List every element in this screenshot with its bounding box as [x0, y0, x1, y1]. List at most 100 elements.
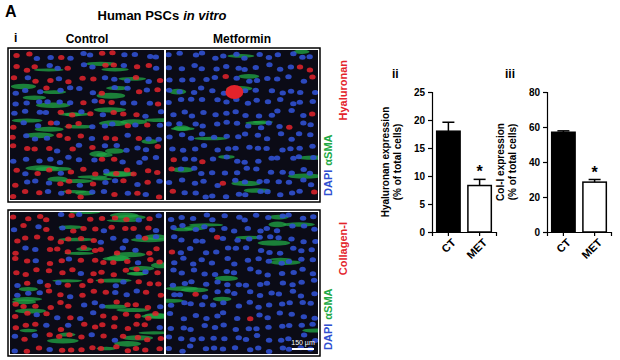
y-tick-label: 15	[414, 143, 426, 154]
nucleus	[47, 247, 53, 252]
nucleus	[133, 75, 139, 80]
nucleus	[181, 300, 187, 305]
nucleus	[180, 148, 186, 153]
nucleus	[233, 327, 239, 332]
nucleus	[87, 111, 93, 116]
nucleus	[266, 62, 272, 67]
nucleus	[23, 323, 29, 328]
nucleus	[67, 100, 73, 105]
nucleus	[48, 305, 54, 310]
nucleus	[166, 77, 172, 82]
nucleus	[306, 54, 312, 59]
nucleus	[245, 101, 251, 106]
nucleus	[255, 146, 261, 151]
nucleus	[48, 236, 54, 241]
nucleus	[154, 170, 160, 175]
nucleus	[133, 322, 139, 327]
nucleus	[54, 66, 60, 71]
nucleus	[232, 146, 238, 151]
nucleus	[201, 143, 207, 148]
nucleus	[211, 346, 217, 351]
nucleus	[191, 63, 197, 68]
nucleus	[213, 67, 219, 72]
nucleus	[59, 258, 65, 263]
y-axis-title: Col-I expression	[495, 123, 506, 201]
nucleus	[247, 267, 253, 272]
nucleus	[92, 227, 98, 232]
nucleus	[274, 156, 280, 161]
fiber	[94, 107, 126, 112]
nucleus	[12, 334, 18, 339]
nucleus	[43, 311, 49, 316]
nucleus	[277, 67, 283, 72]
y-axis: 020406080	[529, 87, 548, 238]
nucleus	[209, 88, 215, 93]
nucleus	[124, 167, 130, 172]
counterstain: αSMA	[322, 288, 334, 319]
nucleus	[182, 110, 188, 115]
nucleus	[257, 189, 263, 194]
fiber	[283, 222, 315, 226]
nucleus	[146, 63, 152, 68]
nucleus	[257, 282, 263, 287]
nucleus	[142, 269, 148, 274]
nucleus	[90, 181, 96, 186]
stain-label: Hyaluronan	[337, 60, 349, 121]
nucleus	[134, 191, 140, 196]
nucleus	[68, 347, 74, 352]
nucleus	[286, 180, 292, 185]
nucleus	[245, 226, 251, 231]
nucleus	[98, 278, 104, 283]
fiber	[238, 74, 259, 79]
nucleus	[55, 280, 61, 285]
nucleus	[147, 101, 153, 106]
nucleus	[120, 279, 126, 284]
nucleus	[57, 181, 63, 186]
nucleus	[108, 225, 114, 230]
nucleus	[246, 236, 252, 241]
nucleus	[269, 113, 275, 118]
nucleus	[67, 56, 73, 61]
nucleus	[187, 343, 193, 348]
nucleus	[144, 122, 150, 127]
nucleus	[34, 56, 40, 61]
nucleus	[169, 250, 175, 255]
nucleus	[246, 145, 252, 150]
nucleus	[266, 302, 272, 307]
nucleus	[300, 216, 306, 221]
nucleus	[80, 100, 86, 105]
nucleus	[171, 292, 177, 297]
nucleus	[300, 239, 306, 244]
nucleus	[87, 52, 93, 57]
nucleus	[26, 52, 32, 57]
nucleus	[199, 123, 205, 128]
nucleus	[190, 262, 196, 267]
nucleus	[99, 99, 105, 104]
nucleus	[212, 112, 218, 117]
nucleus	[124, 292, 130, 297]
nucleus	[296, 131, 302, 136]
nucleus	[290, 289, 296, 294]
nucleus	[37, 214, 43, 219]
fiber	[129, 266, 155, 271]
nucleus	[134, 182, 140, 187]
nucleus	[241, 67, 247, 72]
nucleus	[242, 132, 248, 137]
nucleus	[300, 113, 306, 118]
y-tick-mark	[543, 197, 547, 198]
nucleus	[89, 190, 95, 195]
nucleus	[76, 212, 82, 217]
nucleus	[77, 183, 83, 188]
nucleus	[236, 282, 242, 287]
nucleus	[279, 147, 285, 152]
nucleus	[91, 238, 97, 243]
nucleus	[22, 109, 28, 114]
counterstain-label: DAPIαSMA	[322, 288, 334, 350]
micrograph	[10, 212, 164, 354]
nucleus	[79, 293, 85, 298]
nucleus	[264, 136, 270, 141]
micrograph	[166, 50, 318, 200]
nucleus	[56, 99, 62, 104]
nucleus	[22, 171, 28, 176]
nucleus	[32, 322, 38, 327]
